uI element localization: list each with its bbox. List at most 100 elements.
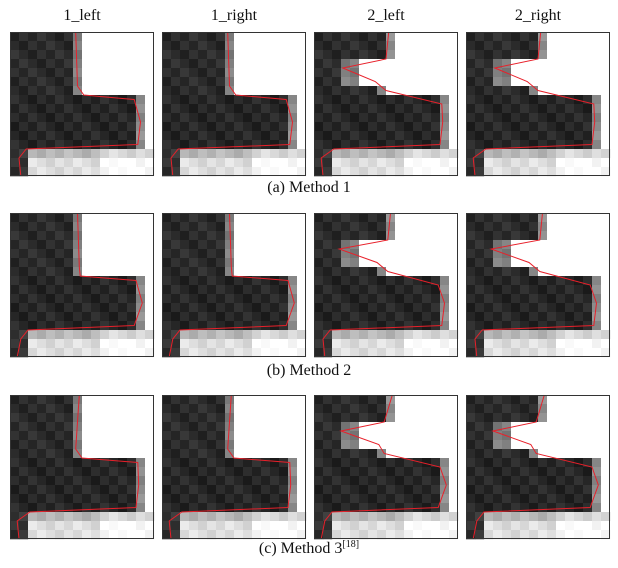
pixel <box>162 77 171 86</box>
pixel <box>73 158 82 167</box>
pixel <box>413 113 422 122</box>
pixel <box>511 32 520 41</box>
pixel <box>10 258 19 267</box>
pixel <box>547 140 556 149</box>
pixel <box>297 149 306 158</box>
pixel <box>118 240 127 249</box>
pixel <box>601 104 610 113</box>
pixel <box>279 104 288 113</box>
pixel <box>484 485 493 494</box>
pixel <box>19 41 28 50</box>
pixel <box>73 431 82 440</box>
pixel <box>502 440 511 449</box>
pixel <box>46 303 55 312</box>
pixel <box>350 285 359 294</box>
pixel <box>127 113 136 122</box>
pixel <box>270 530 279 539</box>
pixel <box>323 122 332 131</box>
pixel <box>243 321 252 330</box>
pixel <box>91 312 100 321</box>
pixel <box>91 395 100 404</box>
pixel <box>377 404 386 413</box>
pixel <box>493 50 502 59</box>
pixel <box>100 240 109 249</box>
pixel <box>162 131 171 140</box>
pixel <box>145 294 154 303</box>
pixel <box>520 431 529 440</box>
pixel <box>323 113 332 122</box>
pixel <box>109 339 118 348</box>
pixel <box>198 476 207 485</box>
pixel <box>466 485 475 494</box>
pixel <box>10 249 19 258</box>
pixel <box>359 158 368 167</box>
pixel <box>19 240 28 249</box>
pixel <box>565 530 574 539</box>
pixel <box>431 68 440 77</box>
pixel <box>37 413 46 422</box>
pixel <box>574 113 583 122</box>
pixel <box>466 503 475 512</box>
pixel <box>10 113 19 122</box>
pixel <box>466 95 475 104</box>
pixel <box>64 404 73 413</box>
pixel <box>368 404 377 413</box>
pixel <box>288 86 297 95</box>
pixel <box>475 258 484 267</box>
pixel <box>270 521 279 530</box>
pixel <box>583 330 592 339</box>
pixel <box>10 503 19 512</box>
pixel <box>449 149 458 158</box>
pixel <box>592 140 601 149</box>
pixel <box>422 422 431 431</box>
pixel <box>189 285 198 294</box>
pixel <box>46 431 55 440</box>
pixel <box>162 267 171 276</box>
pixel <box>198 113 207 122</box>
pixel <box>493 149 502 158</box>
pixel <box>556 312 565 321</box>
pixel <box>37 267 46 276</box>
pixel <box>466 140 475 149</box>
pixel <box>538 285 547 294</box>
pixel <box>225 32 234 41</box>
pixel <box>404 267 413 276</box>
pixel <box>404 50 413 59</box>
pixel <box>440 449 449 458</box>
pixel <box>19 303 28 312</box>
pixel <box>404 521 413 530</box>
pixel <box>520 404 529 413</box>
pixel <box>55 167 64 176</box>
pixel <box>511 222 520 231</box>
pixel <box>520 348 529 357</box>
pixel <box>252 258 261 267</box>
pixel <box>323 41 332 50</box>
pixel <box>297 494 306 503</box>
pixel <box>601 140 610 149</box>
pixel <box>46 131 55 140</box>
pixel <box>484 249 493 258</box>
pixel <box>261 131 270 140</box>
pixel <box>207 476 216 485</box>
image-panel <box>162 213 306 357</box>
pixel <box>583 512 592 521</box>
pixel <box>377 303 386 312</box>
pixel <box>592 149 601 158</box>
pixel <box>216 222 225 231</box>
pixel <box>37 32 46 41</box>
pixel <box>91 467 100 476</box>
pixel <box>529 77 538 86</box>
pixel <box>332 59 341 68</box>
pixel <box>359 222 368 231</box>
pixel <box>377 330 386 339</box>
pixel <box>145 267 154 276</box>
pixel <box>127 294 136 303</box>
pixel <box>592 348 601 357</box>
pixel <box>28 312 37 321</box>
pixel <box>297 167 306 176</box>
pixel <box>127 312 136 321</box>
pixel <box>475 68 484 77</box>
pixel <box>19 213 28 222</box>
pixel <box>37 348 46 357</box>
pixel <box>440 231 449 240</box>
